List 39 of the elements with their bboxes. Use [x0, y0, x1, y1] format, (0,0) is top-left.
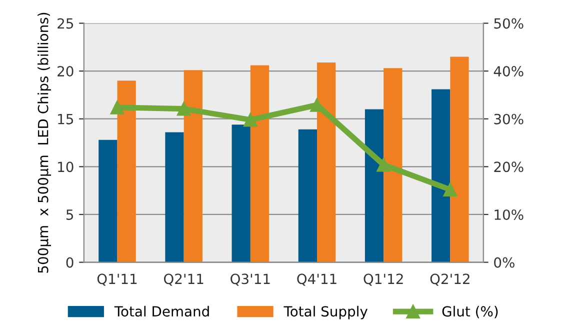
y2-tick-label: 40% — [494, 66, 524, 77]
point — [443, 182, 458, 197]
y2-tick-label: 50% — [494, 18, 524, 29]
y2-tick-label: 10% — [494, 209, 524, 220]
point — [110, 100, 124, 114]
y2-tick-label: 30% — [494, 114, 524, 124]
bar — [184, 70, 202, 262]
y-tick-label: 10 — [58, 162, 74, 172]
y2-tick-label: 0% — [494, 257, 514, 268]
x-tick-label: Q1'12 — [364, 274, 403, 286]
legend-label: Total Demand — [114, 306, 209, 317]
x-tick-label: Q3'11 — [230, 274, 270, 286]
bar — [98, 140, 118, 262]
legend-label: Glut (%) — [442, 306, 498, 318]
bar — [364, 109, 384, 262]
bar — [450, 56, 469, 262]
y-tick-label: 15 — [58, 114, 74, 124]
x-tick-label: Q1'11 — [97, 274, 137, 286]
point — [176, 102, 191, 116]
x-tick-label: Q2'11 — [164, 274, 204, 286]
y2-tick-label: 20% — [494, 162, 524, 172]
bar — [117, 80, 136, 262]
bar — [250, 65, 270, 262]
bar — [432, 89, 450, 262]
y-tick-label: 0 — [66, 257, 74, 268]
point — [243, 112, 258, 127]
bar — [165, 132, 184, 262]
x-tick-label: Q4'11 — [297, 274, 336, 286]
bar — [232, 124, 250, 262]
bar — [298, 129, 317, 262]
legend-label: Total Supply — [284, 306, 368, 320]
bar — [384, 68, 402, 262]
y-tick-label: 20 — [58, 66, 74, 77]
y-tick-label: 5 — [66, 210, 74, 220]
y-axis-title: 500µm x 500µm LED Chips (billions) — [38, 12, 52, 273]
point — [376, 158, 391, 172]
x-tick-label: Q2'12 — [430, 274, 470, 286]
bar — [317, 62, 336, 262]
y-tick-label: 25 — [58, 18, 74, 29]
